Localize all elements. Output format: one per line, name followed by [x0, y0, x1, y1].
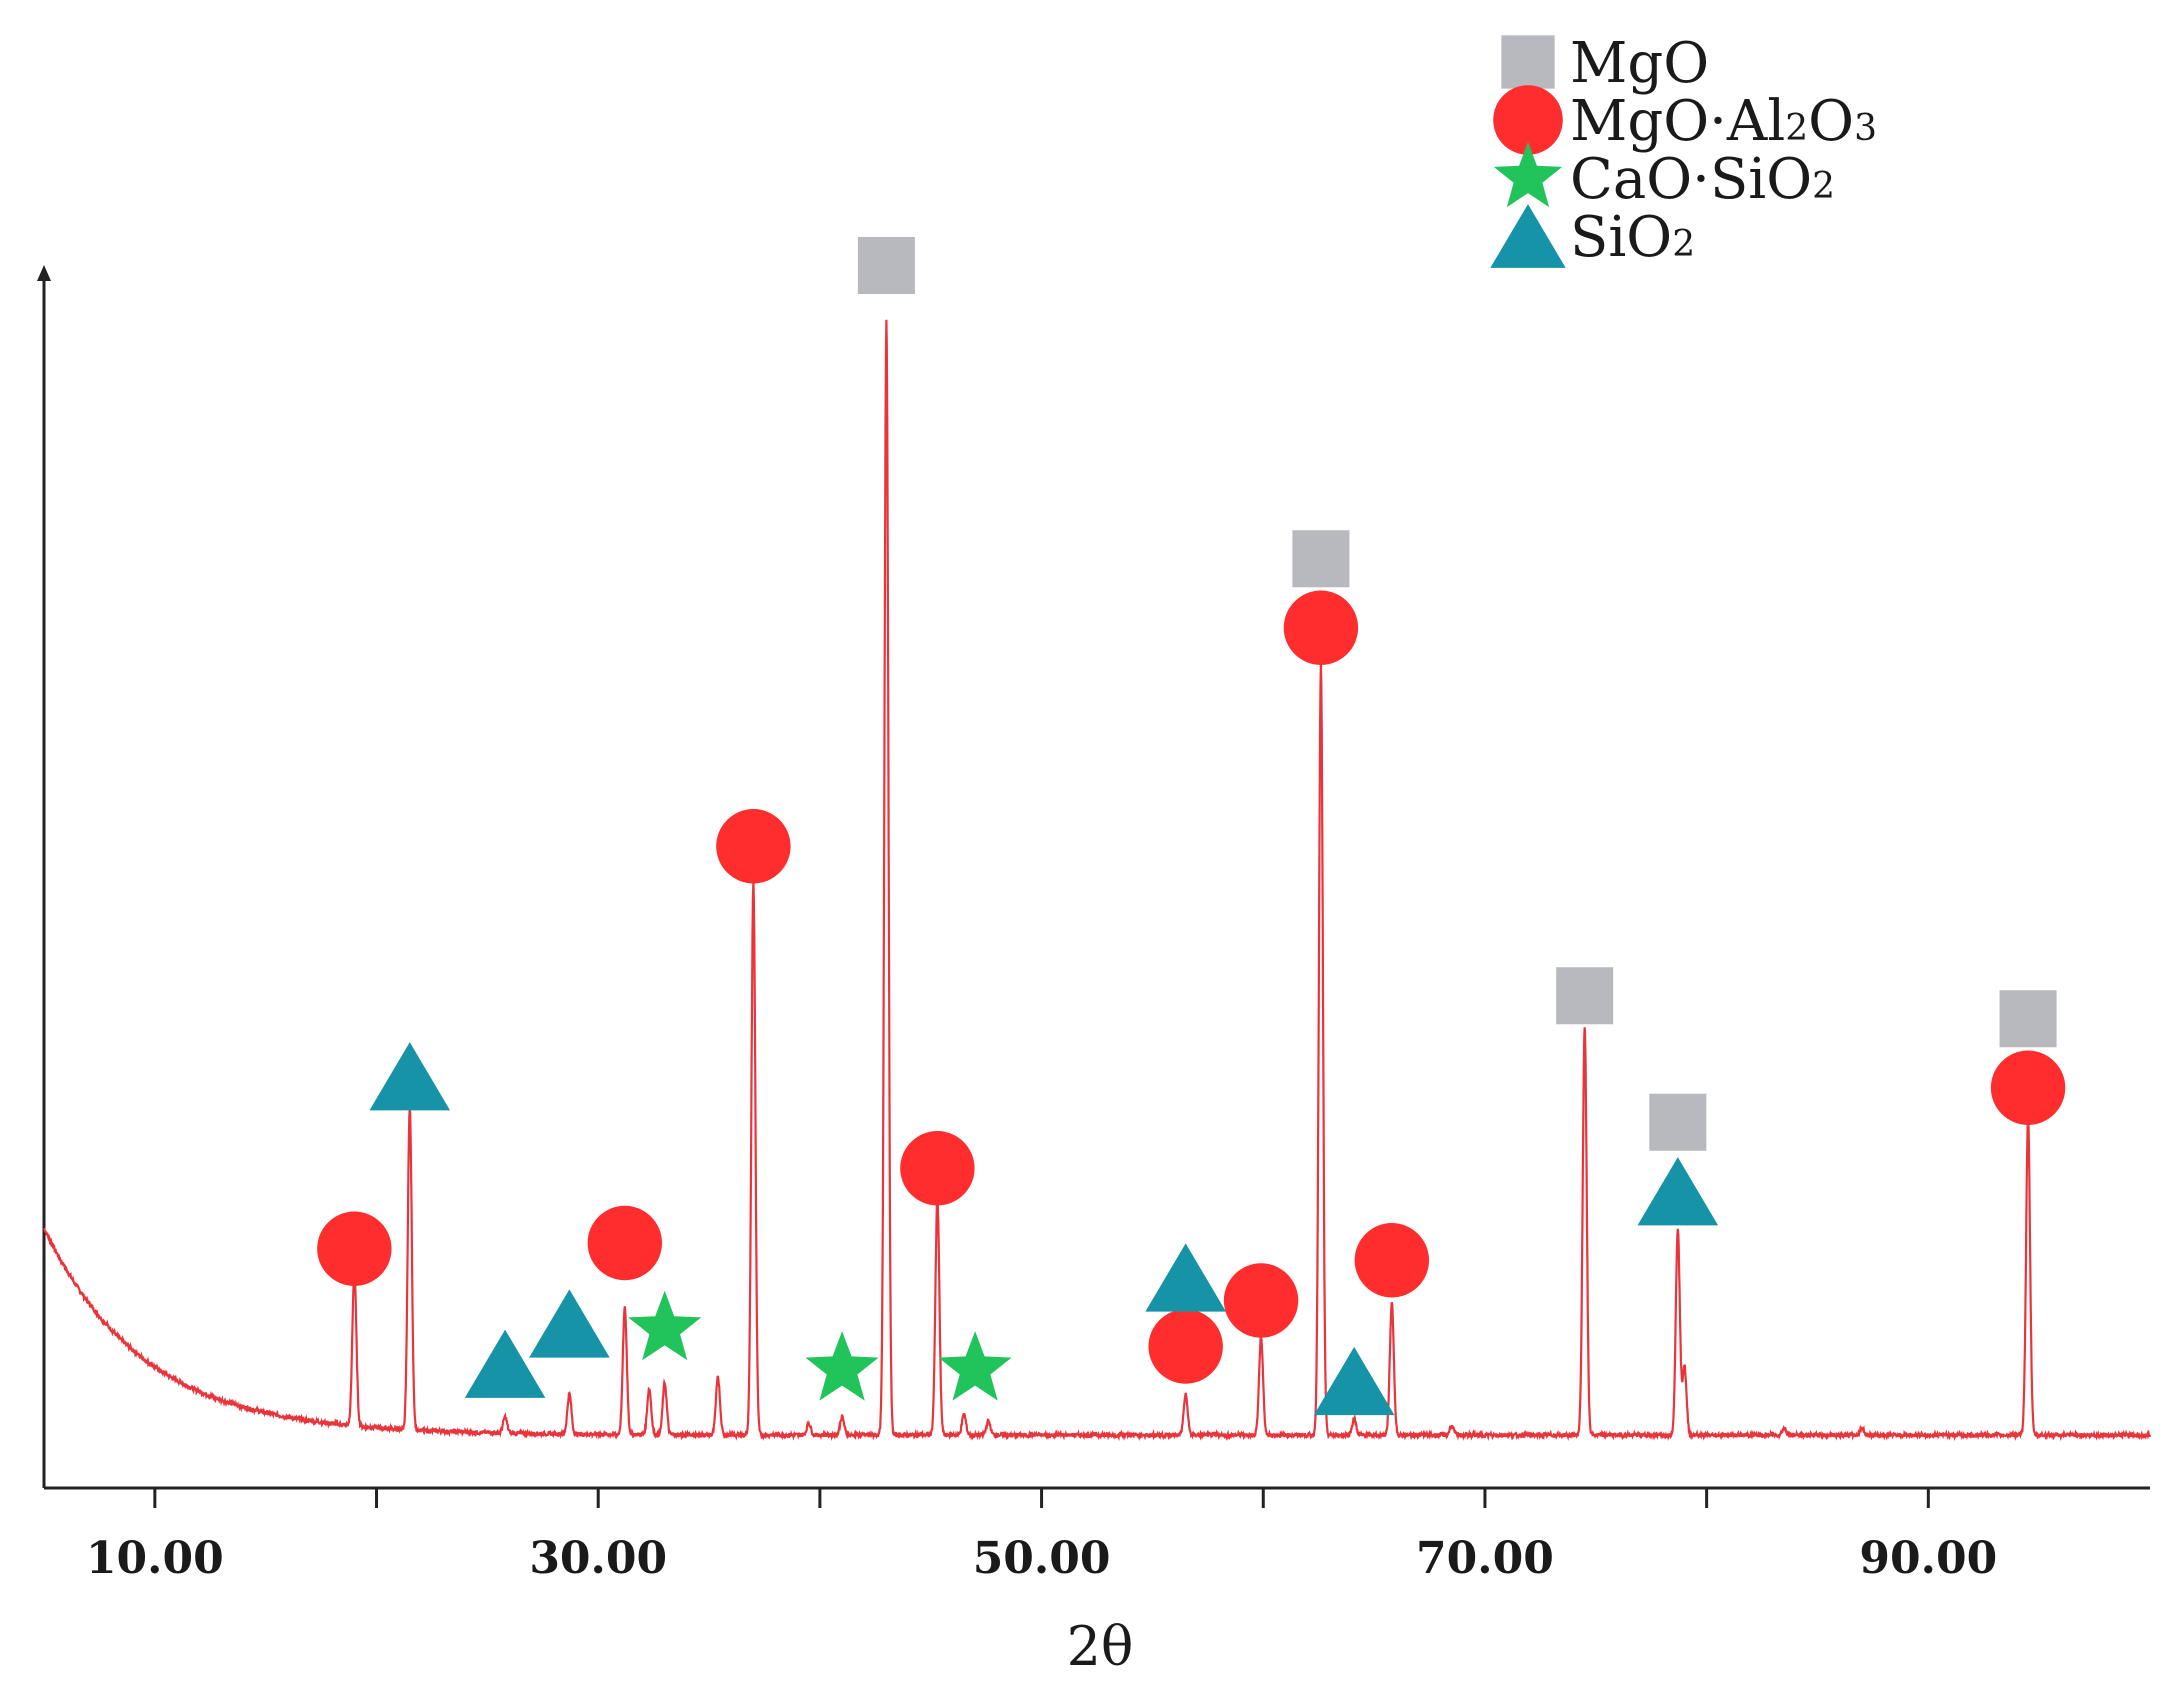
- marker-triangle-16: [1313, 1346, 1395, 1416]
- marker-star-5: [628, 1290, 702, 1361]
- legend-marker-3: [1490, 204, 1566, 268]
- marker-star-10: [938, 1331, 1012, 1401]
- x-tick-label-2: 30.00: [529, 1533, 667, 1584]
- x-tick-label-0: 10.00: [86, 1533, 224, 1584]
- marker-circle-13: [1223, 1263, 1299, 1338]
- phase-markers: [317, 236, 2066, 1416]
- marker-circle-11: [1148, 1309, 1223, 1384]
- marker-circle-14: [1283, 590, 1359, 665]
- xrd-line: [43, 319, 2152, 1442]
- marker-square-18: [1556, 967, 1614, 1025]
- x-axis-label: 2θ: [1067, 1615, 1134, 1678]
- marker-circle-6: [716, 809, 791, 884]
- marker-circle-0: [317, 1211, 392, 1286]
- marker-triangle-19: [1637, 1157, 1719, 1226]
- marker-triangle-3: [529, 1289, 610, 1358]
- marker-circle-21: [1990, 1050, 2066, 1125]
- legend-label-3: SiO2: [1570, 205, 1695, 270]
- legend-marker-2: [1493, 142, 1563, 208]
- marker-circle-4: [587, 1205, 663, 1281]
- series-layer: [43, 319, 2152, 1442]
- marker-square-22: [1999, 990, 2057, 1048]
- x-tick-label-8: 90.00: [1859, 1533, 1997, 1584]
- legend-label-2: CaO·SiO2: [1570, 147, 1835, 212]
- marker-square-8: [857, 236, 915, 295]
- marker-circle-17: [1354, 1223, 1430, 1298]
- marker-square-20: [1649, 1093, 1707, 1151]
- y-axis-arrow: [37, 265, 51, 281]
- legend-marker-1: [1493, 85, 1563, 155]
- marker-square-15: [1292, 530, 1350, 588]
- marker-star-7: [805, 1331, 879, 1401]
- x-tick-label-6: 70.00: [1416, 1533, 1554, 1584]
- x-tick-label-4: 50.00: [973, 1533, 1111, 1584]
- marker-triangle-12: [1145, 1243, 1226, 1312]
- x-ticks: 10.00 30.00 50.00 70.00 90.00: [86, 1488, 1997, 1584]
- legend-marker-0: [1501, 35, 1555, 89]
- marker-circle-9: [900, 1131, 975, 1206]
- marker-triangle-2: [464, 1329, 546, 1398]
- marker-triangle-1: [369, 1042, 451, 1111]
- legend-label-0: MgO: [1570, 31, 1709, 96]
- legend-label-1: MgO·Al2O3: [1570, 89, 1877, 154]
- axes: [37, 265, 2150, 1490]
